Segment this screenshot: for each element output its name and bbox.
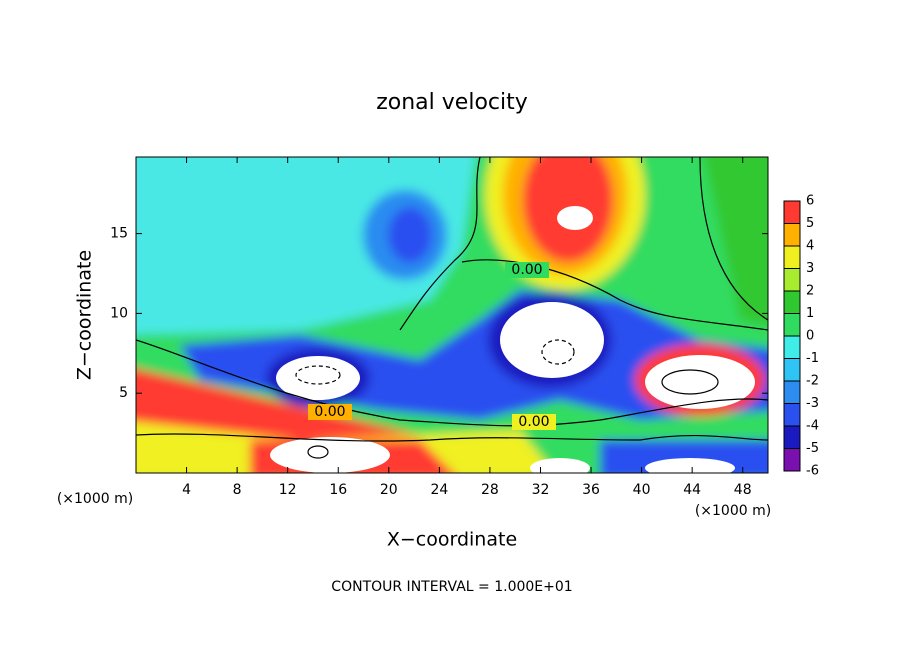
y-tick-label: 5 bbox=[119, 385, 128, 401]
footer: CONTOUR INTERVAL = 1.000E+01 bbox=[331, 579, 572, 595]
chart-title: zonal velocity bbox=[376, 90, 528, 115]
colorbar-band bbox=[784, 358, 800, 381]
field-shape bbox=[557, 206, 593, 230]
colorbar-label: -6 bbox=[806, 464, 819, 479]
y-unit: (×1000 m) bbox=[57, 491, 133, 507]
x-tick-label: 28 bbox=[481, 482, 499, 498]
contour-line bbox=[699, 157, 768, 321]
contour-line bbox=[461, 259, 768, 331]
colorbar-band bbox=[784, 336, 800, 359]
x-axis-label: X−coordinate bbox=[387, 529, 517, 551]
contour-label: 0.00 bbox=[314, 404, 345, 420]
x-tick-label: 12 bbox=[279, 482, 297, 498]
colorbar-label: -5 bbox=[806, 441, 819, 456]
colorbar-band bbox=[784, 448, 800, 471]
contour-line bbox=[661, 369, 719, 395]
colorbar-label: -1 bbox=[806, 351, 819, 366]
colorbar-band bbox=[784, 246, 800, 269]
x-tick-label: 40 bbox=[633, 482, 651, 498]
x-tick-label: 36 bbox=[582, 482, 600, 498]
x-tick-label: 16 bbox=[329, 482, 347, 498]
contour-line bbox=[136, 339, 768, 427]
y-axis-label: Z−coordinate bbox=[74, 250, 96, 380]
colorbar-band bbox=[784, 403, 800, 426]
label-bg bbox=[505, 262, 549, 278]
label-bg bbox=[308, 404, 352, 420]
field: 0.00 0.00 0.00 bbox=[136, 157, 768, 473]
x-unit: (×1000 m) bbox=[695, 503, 771, 519]
colorbar-band bbox=[784, 381, 800, 404]
colorbar-label: -4 bbox=[806, 419, 819, 434]
colorbar-label: 6 bbox=[806, 194, 814, 209]
field-shape bbox=[388, 207, 432, 263]
contour-lines bbox=[136, 157, 768, 459]
x-tick-label: 8 bbox=[233, 482, 242, 498]
y-tick-label: 10 bbox=[110, 305, 128, 321]
colorbar-band bbox=[784, 313, 800, 336]
x-tick-label: 4 bbox=[182, 482, 191, 498]
contour-line bbox=[541, 339, 575, 365]
contour-line bbox=[399, 157, 481, 331]
field-shape bbox=[276, 356, 360, 400]
contour-label: 0.00 bbox=[518, 414, 549, 430]
x-tick-label: 44 bbox=[683, 482, 701, 498]
colorbar-label: 2 bbox=[806, 284, 814, 299]
field-shape bbox=[645, 458, 735, 473]
field-shape bbox=[645, 355, 755, 409]
label-bg bbox=[512, 414, 556, 430]
plot-frame bbox=[135, 156, 769, 474]
x-tick-label: 24 bbox=[430, 482, 448, 498]
contour-label: 0.00 bbox=[511, 262, 542, 278]
contour-line bbox=[295, 365, 341, 385]
colorbar-label: 3 bbox=[806, 261, 814, 276]
x-tick-label: 32 bbox=[532, 482, 550, 498]
colorbar-label: 0 bbox=[806, 329, 814, 344]
colorbar-label: 1 bbox=[806, 306, 814, 321]
x-tick-label: 48 bbox=[734, 482, 752, 498]
colorbar-label: 4 bbox=[806, 239, 814, 254]
field-shape bbox=[530, 458, 590, 473]
contour-line bbox=[136, 433, 768, 442]
colorbar-band bbox=[784, 268, 800, 291]
x-tick-label: 20 bbox=[380, 482, 398, 498]
contour-line bbox=[307, 445, 329, 459]
colorbar-band bbox=[784, 426, 800, 449]
colorbar-band bbox=[784, 201, 800, 224]
field-shape bbox=[500, 302, 604, 378]
field-shape bbox=[270, 437, 390, 473]
y-tick-label: 15 bbox=[110, 226, 128, 242]
colorbar-band bbox=[784, 223, 800, 246]
colorbar-label: -3 bbox=[806, 396, 819, 411]
colorbar-label: -2 bbox=[806, 374, 819, 389]
field-shape bbox=[703, 157, 768, 326]
colorbar-label: 5 bbox=[806, 216, 814, 231]
colorbar-band bbox=[784, 291, 800, 314]
